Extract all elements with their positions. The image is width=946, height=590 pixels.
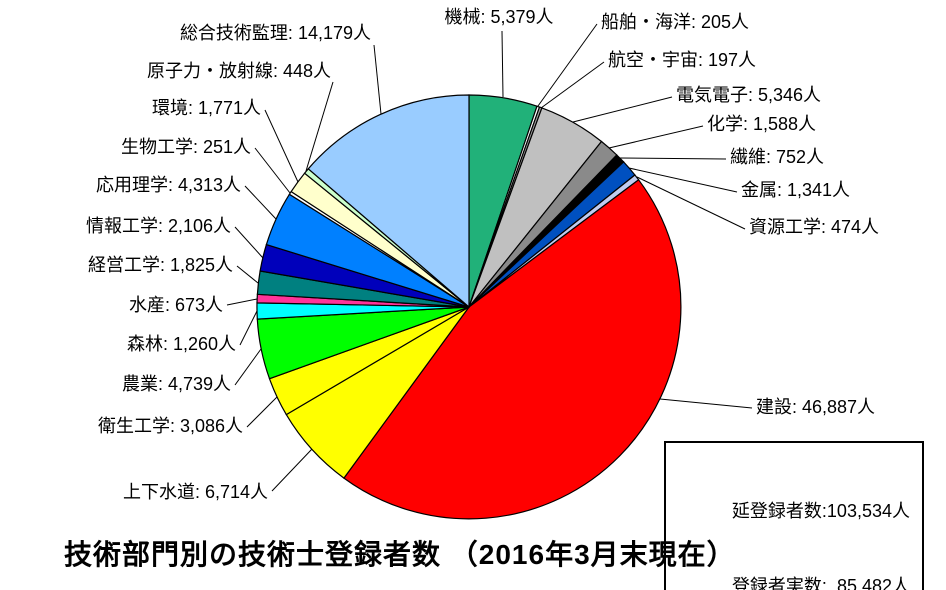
leader-line	[236, 265, 259, 284]
slice-label: 森林: 1,260人	[127, 334, 236, 354]
slice-label: 衛生工学: 3,086人	[98, 416, 243, 436]
slice-label: 生物工学: 251人	[121, 137, 251, 157]
slice-label: 船舶・海洋: 205人	[601, 12, 749, 32]
chart-title: 技術部門別の技術士登録者数 （2016年3月末現在）	[64, 539, 736, 570]
leader-line	[636, 176, 746, 230]
leader-line	[246, 396, 278, 428]
slice-label: 経営工学: 1,825人	[88, 255, 233, 275]
leader-line	[254, 147, 291, 194]
slice-label: 化学: 1,588人	[707, 114, 816, 134]
pie-slice	[307, 94, 470, 309]
leader-line	[271, 448, 313, 492]
leader-line	[239, 310, 258, 346]
leader-line	[501, 30, 504, 98]
leader-line	[608, 125, 704, 149]
slice-label: 金属: 1,341人	[741, 180, 850, 200]
leader-line	[540, 61, 605, 109]
leader-line	[628, 167, 738, 193]
slice-label: 環境: 1,771人	[152, 98, 261, 118]
summary-box: 延登録者数:103,534人 登録者実数: 85,482人	[664, 441, 924, 590]
pie-slice	[343, 178, 682, 520]
slice-label: 上下水道: 6,714人	[123, 482, 268, 502]
leader-line	[537, 23, 598, 107]
slice-label: 繊維: 752人	[730, 147, 824, 167]
slice-label: 建設: 46,887人	[756, 397, 875, 417]
summary-line-total-registrations: 延登録者数:103,534人	[731, 501, 910, 521]
leader-line	[264, 109, 299, 183]
slice-label: 電気電子: 5,346人	[676, 85, 821, 105]
leader-line	[244, 185, 277, 220]
slice-label: 機械: 5,379人	[444, 7, 553, 27]
leader-line	[234, 226, 264, 259]
summary-line-actual-registrants: 登録者実数: 85,482人	[731, 576, 910, 590]
leader-line	[659, 398, 753, 409]
leader-line	[226, 298, 258, 306]
slice-label: 総合技術監理: 14,179人	[180, 23, 371, 43]
leader-line	[373, 44, 382, 115]
leader-line	[305, 81, 334, 172]
slice-label: 航空・宇宙: 197人	[608, 50, 756, 70]
slice-label: 情報工学: 2,106人	[86, 216, 231, 236]
slice-label: 水産: 673人	[129, 295, 223, 315]
slice-label: 資源工学: 474人	[749, 217, 879, 237]
leader-line	[572, 96, 673, 123]
slice-label: 応用理学: 4,313人	[96, 175, 241, 195]
slice-label: 原子力・放射線: 448人	[147, 61, 331, 81]
leader-line	[234, 348, 262, 386]
slice-label: 農業: 4,739人	[122, 374, 231, 394]
leader-line	[619, 157, 727, 160]
